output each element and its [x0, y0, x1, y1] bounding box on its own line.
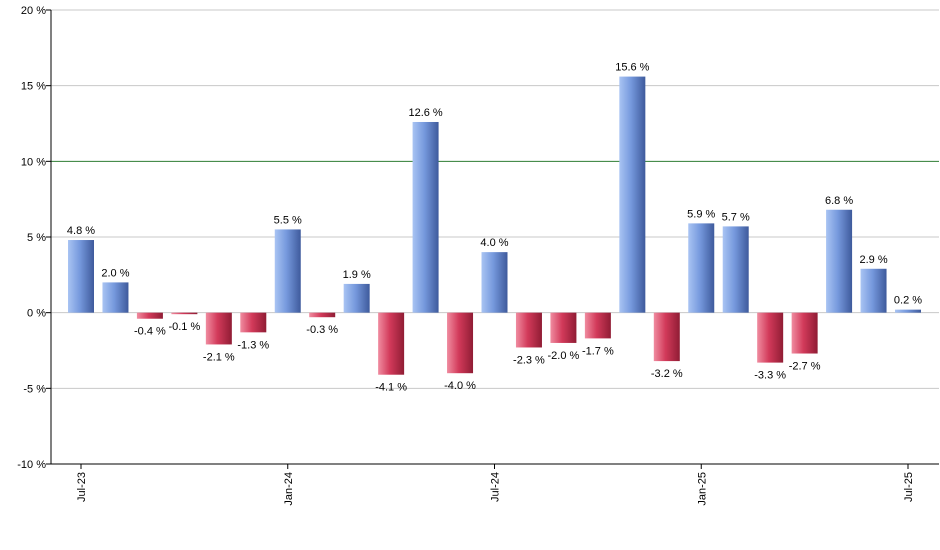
bar-may-25 — [826, 209, 853, 313]
data-label: -2.1 % — [203, 351, 235, 363]
bars — [68, 76, 921, 375]
bar-dec-23 — [240, 312, 267, 333]
data-label: -3.2 % — [651, 368, 683, 380]
data-label: 5.7 % — [722, 211, 750, 223]
data-label: 12.6 % — [408, 107, 442, 119]
bar-feb-24 — [309, 312, 336, 318]
bar-may-24 — [412, 121, 439, 313]
bar-sep-23 — [136, 312, 163, 319]
x-tick-label: Jan-24 — [283, 472, 295, 506]
bar-dec-24 — [653, 312, 680, 362]
data-label: 1.9 % — [343, 269, 371, 281]
data-label: -3.3 % — [754, 370, 786, 382]
y-tick-label: 10 % — [21, 156, 46, 168]
bar-apr-25 — [791, 312, 818, 354]
bar-nov-24 — [619, 76, 646, 313]
x-tick-label: Jul-24 — [490, 472, 502, 502]
x-tick-label: Jan-25 — [696, 472, 708, 506]
bar-feb-25 — [722, 226, 749, 313]
bar-mar-25 — [757, 312, 784, 363]
data-label: 0.2 % — [894, 295, 922, 307]
bar-sep-24 — [550, 312, 577, 343]
data-label: 4.8 % — [67, 225, 95, 237]
data-label: -4.1 % — [375, 382, 407, 394]
data-label: 6.8 % — [825, 195, 853, 207]
data-label: 2.9 % — [859, 254, 887, 266]
bar-jun-24 — [447, 312, 474, 374]
bar-aug-24 — [515, 312, 542, 348]
data-label: 5.5 % — [274, 214, 302, 226]
bar-oct-23 — [171, 312, 198, 315]
data-label: -0.3 % — [306, 324, 338, 336]
y-tick-label: 20 % — [21, 5, 46, 17]
bar-jul-25 — [895, 309, 921, 313]
data-label: -2.7 % — [789, 361, 821, 373]
bar-aug-23 — [102, 282, 129, 313]
bar-jul-23 — [68, 240, 94, 313]
bar-jun-25 — [860, 268, 887, 313]
bar-apr-24 — [378, 312, 405, 375]
data-label: -2.0 % — [548, 350, 580, 362]
data-label: 2.0 % — [101, 267, 129, 279]
data-label: -4.0 % — [444, 380, 476, 392]
data-label: -1.7 % — [582, 345, 614, 357]
data-label: -0.4 % — [134, 326, 166, 338]
bar-oct-24 — [584, 312, 611, 339]
bar-jan-25 — [688, 223, 715, 313]
y-tick-label: -10 % — [17, 459, 46, 471]
data-labels: 4.8 % 2.0 % -0.4 % -0.1 % -2.1 %-1.3 % 5.5 % -… — [67, 62, 922, 394]
x-tick-label: Jul-25 — [903, 472, 915, 502]
bar-nov-23 — [205, 312, 232, 345]
bar-mar-24 — [343, 283, 370, 313]
data-label: -1.3 % — [237, 339, 269, 351]
data-label: 5.9 % — [687, 208, 715, 220]
axes: 20 % 15 % 10 % 5 % 0 % -5 % -10 % Jul-23 Jan-24 J… — [17, 5, 939, 506]
y-tick-label: 15 % — [21, 81, 46, 93]
data-label: 15.6 % — [615, 62, 649, 74]
data-label: 4.0 % — [480, 237, 508, 249]
bar-jan-24 — [274, 229, 301, 313]
bar-jul-24 — [481, 252, 508, 313]
y-tick-label: -5 % — [23, 383, 46, 395]
data-label: -0.1 % — [168, 321, 200, 333]
y-tick-label: 0 % — [27, 308, 46, 320]
x-tick-label: Jul-23 — [76, 472, 88, 502]
data-label: -2.3 % — [513, 354, 545, 366]
y-tick-label: 5 % — [27, 232, 46, 244]
